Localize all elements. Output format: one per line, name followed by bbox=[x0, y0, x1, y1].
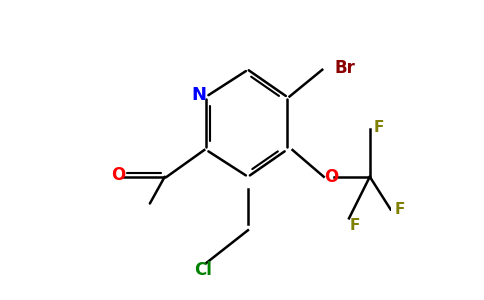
Text: F: F bbox=[394, 202, 405, 217]
Text: Cl: Cl bbox=[195, 261, 212, 279]
Text: Br: Br bbox=[334, 59, 355, 77]
Text: F: F bbox=[349, 218, 360, 233]
Text: O: O bbox=[324, 168, 338, 186]
Text: F: F bbox=[373, 120, 384, 135]
Text: N: N bbox=[191, 86, 206, 104]
Text: O: O bbox=[111, 166, 126, 184]
